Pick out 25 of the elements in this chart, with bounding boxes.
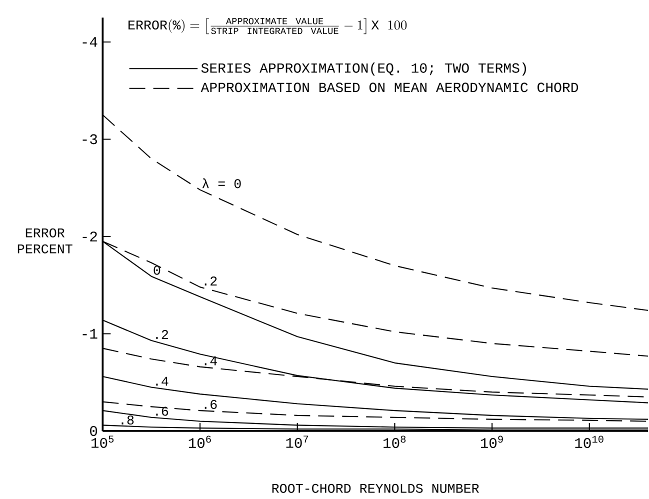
- legend-label: APPROXIMATION BASED ON MEAN AERODYNAMIC CHORD: [200, 82, 578, 92]
- x-tick-label: 10$^{5}$: [92, 436, 114, 448]
- y-tick-label: -4: [82, 37, 98, 47]
- annotation: .8: [122, 415, 134, 425]
- y-tick-label: -1: [82, 328, 98, 339]
- annotation: .2: [156, 330, 168, 339]
- y-tick-label: -2: [82, 232, 97, 242]
- y-tick-label: 0: [90, 426, 98, 436]
- y-tick-label: -3: [82, 134, 98, 144]
- legend-label: SERIES APPROXIMATION(EQ. 10; TWO TERMS): [201, 62, 526, 76]
- y-axis-title: ERROR PERCENT: [18, 228, 72, 254]
- annotation: 0: [154, 266, 160, 275]
- annotation: .6: [156, 406, 168, 416]
- annotation: .4: [204, 356, 217, 366]
- x-tick-label: 10$^{7}$: [286, 436, 308, 448]
- x-tick-label: 10$^{10}$: [575, 436, 604, 448]
- chart-title: $\mathrm{ERROR(\%)} = \left[\frac{\mathrm{APPROXIMATE\ VALUE}}{\mathrm{STRIP\ INTEGRATED\ VALUE}} - 1\right] \mathrm{X}\ 100$: [128, 18, 407, 34]
- annotation: .2: [204, 276, 217, 286]
- x-tick-label: 10$^{8}$: [384, 436, 406, 448]
- x-tick-label: 10$^{6}$: [188, 436, 211, 448]
- annotation: λ = 0: [202, 178, 241, 188]
- annotation: .4: [156, 376, 168, 386]
- x-tick-label: 10$^{9}$: [480, 436, 503, 448]
- x-axis-title: ROOT-CHORD REYNOLDS NUMBER: [272, 484, 479, 493]
- annotation: .6: [204, 400, 217, 409]
